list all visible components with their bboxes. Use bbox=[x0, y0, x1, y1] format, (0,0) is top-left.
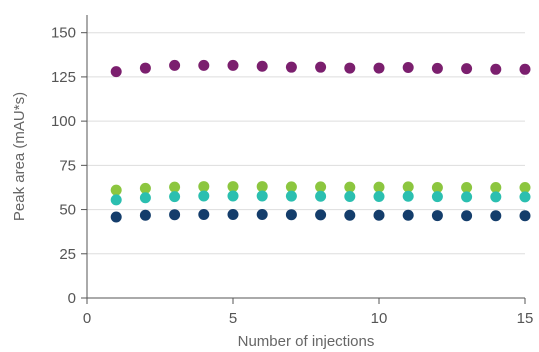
data-point-series-1 bbox=[519, 63, 531, 75]
data-point-series-4 bbox=[198, 209, 210, 221]
y-tick-label: 0 bbox=[68, 290, 76, 307]
data-point-series-3 bbox=[169, 191, 181, 203]
data-point-series-3 bbox=[461, 191, 473, 203]
data-point-series-4 bbox=[431, 210, 443, 222]
x-axis-label: Number of injections bbox=[238, 333, 375, 350]
data-point-series-1 bbox=[256, 60, 268, 72]
data-point-series-4 bbox=[169, 209, 181, 221]
data-point-series-3 bbox=[198, 190, 210, 202]
data-point-series-1 bbox=[431, 62, 443, 74]
data-point-series-4 bbox=[315, 209, 327, 221]
data-point-series-2 bbox=[344, 181, 356, 193]
data-point-series-1 bbox=[373, 62, 385, 74]
data-point-series-3 bbox=[373, 190, 385, 202]
x-tick-label: 15 bbox=[517, 310, 534, 327]
data-point-series-2 bbox=[285, 181, 297, 193]
data-point-series-2 bbox=[402, 181, 414, 193]
data-point-series-2 bbox=[139, 182, 151, 194]
data-point-series-4 bbox=[490, 210, 502, 222]
y-tick-label: 75 bbox=[59, 157, 76, 174]
data-point-series-1 bbox=[315, 61, 327, 73]
data-point-series-3 bbox=[402, 190, 414, 202]
data-point-series-1 bbox=[139, 62, 151, 74]
data-point-series-2 bbox=[169, 181, 181, 193]
data-point-series-3 bbox=[139, 192, 151, 204]
x-tick-label: 0 bbox=[83, 310, 91, 327]
data-point-series-2 bbox=[110, 184, 122, 196]
data-point-series-4 bbox=[402, 209, 414, 221]
data-point-series-3 bbox=[519, 191, 531, 203]
data-point-series-1 bbox=[227, 59, 239, 71]
data-point-series-3 bbox=[344, 190, 356, 202]
y-tick-label: 25 bbox=[59, 246, 76, 263]
y-tick-label: 50 bbox=[59, 202, 76, 219]
data-point-series-3 bbox=[285, 190, 297, 202]
data-point-series-2 bbox=[227, 181, 239, 193]
data-point-series-4 bbox=[110, 211, 122, 223]
data-point-series-3 bbox=[315, 190, 327, 202]
data-point-series-4 bbox=[256, 209, 268, 221]
data-point-series-1 bbox=[490, 63, 502, 75]
data-point-series-4 bbox=[227, 209, 239, 221]
data-point-series-3 bbox=[256, 190, 268, 202]
data-point-series-2 bbox=[373, 181, 385, 193]
x-tick-label: 10 bbox=[371, 310, 388, 327]
data-point-series-4 bbox=[461, 210, 473, 222]
data-point-series-1 bbox=[169, 59, 181, 71]
y-tick-label: 100 bbox=[51, 113, 76, 130]
data-point-series-4 bbox=[373, 209, 385, 221]
data-point-series-4 bbox=[139, 209, 151, 221]
y-tick-label: 125 bbox=[51, 69, 76, 86]
axes bbox=[86, 15, 525, 299]
data-point-series-3 bbox=[227, 190, 239, 202]
data-point-series-2 bbox=[461, 181, 473, 193]
data-point-series-1 bbox=[198, 59, 210, 71]
data-point-series-1 bbox=[344, 62, 356, 74]
data-point-series-3 bbox=[490, 191, 502, 203]
data-point-series-1 bbox=[285, 61, 297, 73]
y-tick-label: 150 bbox=[51, 25, 76, 42]
gridlines bbox=[87, 32, 525, 255]
y-axis-label: Peak area (mAU*s) bbox=[11, 92, 28, 221]
data-point-series-2 bbox=[490, 181, 502, 193]
data-point-series-4 bbox=[285, 209, 297, 221]
data-point-series-3 bbox=[110, 194, 122, 206]
data-point-series-4 bbox=[519, 210, 531, 222]
data-point-series-2 bbox=[315, 181, 327, 193]
data-point-series-2 bbox=[198, 181, 210, 193]
data-point-series-4 bbox=[344, 209, 356, 221]
data-point-series-2 bbox=[256, 181, 268, 193]
data-point-series-3 bbox=[431, 191, 443, 203]
axis-ticks: 0 25 50 75 100 125 150 0 5 10 15 bbox=[51, 25, 533, 327]
x-tick-label: 5 bbox=[229, 310, 237, 327]
data-points bbox=[110, 59, 531, 223]
data-point-series-1 bbox=[402, 62, 414, 74]
data-point-series-1 bbox=[461, 63, 473, 75]
data-point-series-2 bbox=[519, 181, 531, 193]
data-point-series-1 bbox=[110, 66, 122, 78]
data-point-series-2 bbox=[431, 181, 443, 193]
